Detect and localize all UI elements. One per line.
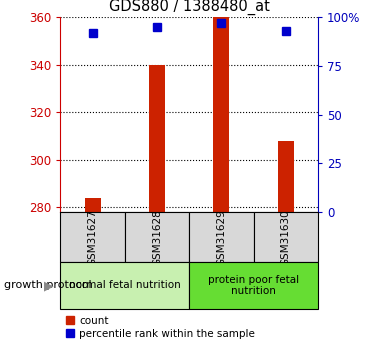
Bar [85, 198, 101, 212]
Text: GSM31627: GSM31627 [88, 209, 98, 266]
Text: normal fetal nutrition: normal fetal nutrition [69, 280, 181, 290]
Text: ▶: ▶ [44, 279, 53, 292]
Bar [189, 262, 318, 309]
Text: protein poor fetal
nutrition: protein poor fetal nutrition [208, 275, 299, 296]
Bar [149, 65, 165, 212]
Bar [278, 141, 294, 212]
Legend: count, percentile rank within the sample: count, percentile rank within the sample [66, 316, 255, 339]
Bar [213, 17, 229, 212]
Bar [60, 262, 189, 309]
Bar [189, 212, 254, 262]
Bar [125, 212, 189, 262]
Text: GSM31628: GSM31628 [152, 209, 162, 266]
Bar [254, 212, 318, 262]
Bar [60, 212, 125, 262]
Text: GSM31630: GSM31630 [281, 209, 291, 266]
Text: growth protocol: growth protocol [4, 280, 92, 290]
Text: GSM31629: GSM31629 [216, 209, 226, 266]
Title: GDS880 / 1388480_at: GDS880 / 1388480_at [109, 0, 269, 14]
